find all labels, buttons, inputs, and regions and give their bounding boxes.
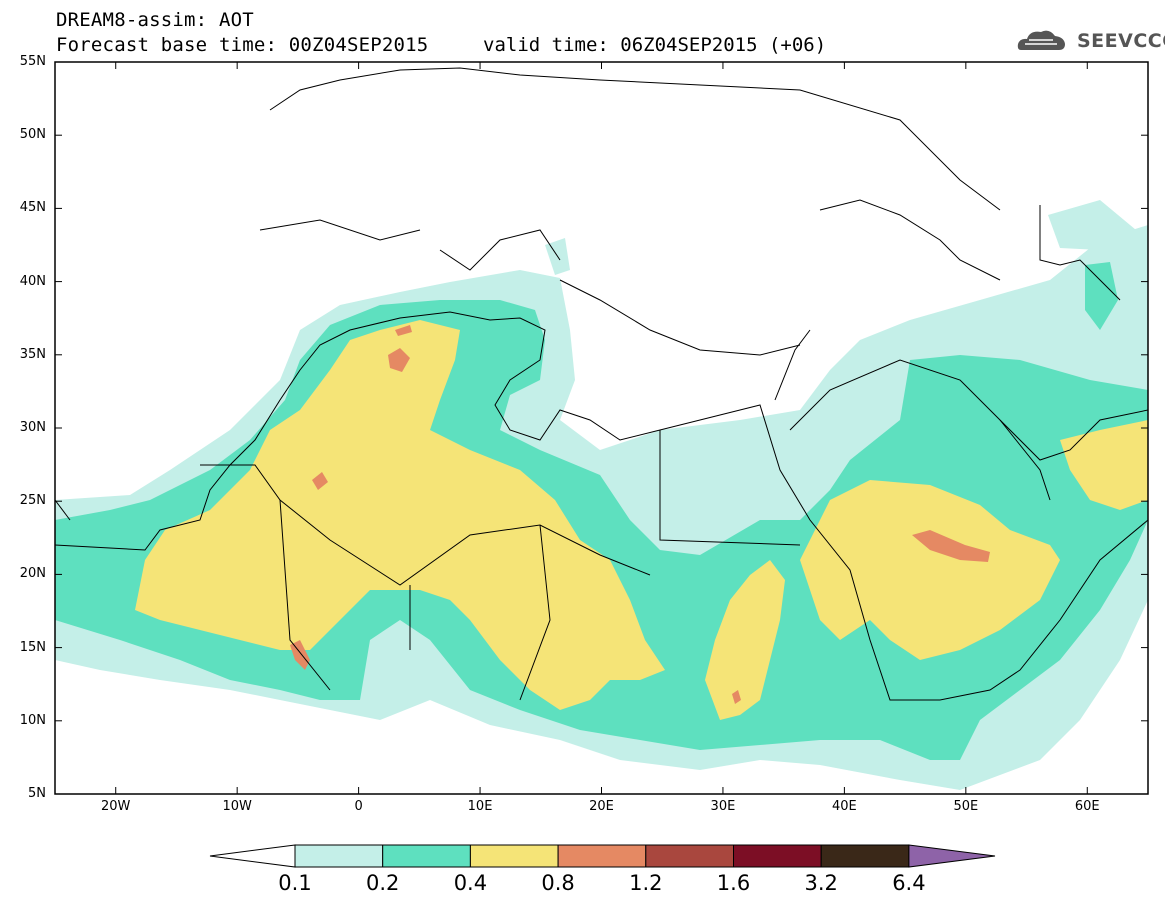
lon-tick-label: 50E: [953, 799, 979, 814]
lat-tick-label: 10N: [19, 712, 46, 728]
axis-ticks: [55, 61, 1148, 795]
colorbar-segment: [645, 844, 734, 868]
aot-level-0.4: [135, 320, 1148, 720]
colorbar-level-label: 0.2: [365, 871, 400, 895]
lon-tick-label: 10W: [222, 799, 252, 814]
colorbar-level-label: 0.8: [541, 871, 575, 895]
valid-time: valid time: 06Z04SEP2015 (+06): [483, 34, 827, 56]
lon-tick-label: 10E: [467, 799, 493, 814]
lat-tick-label: 40N: [19, 273, 46, 289]
colorbar-segment: [294, 844, 384, 868]
lat-tick-label: 5N: [28, 786, 46, 801]
forecast-base-time: Forecast base time: 00Z04SEP2015: [56, 34, 429, 56]
colorbar-level-label: 1.2: [629, 871, 663, 895]
colorbar-segment: [469, 844, 559, 868]
lat-tick-label: 55N: [19, 54, 46, 69]
colorbar-level-label: 3.2: [804, 871, 838, 895]
lat-tick-label: 50N: [19, 127, 46, 143]
lat-tick-label: 45N: [19, 200, 46, 216]
coastlines: [55, 67, 1148, 701]
colorbar-segment: [557, 844, 647, 868]
lon-tick-label: 30E: [710, 799, 736, 814]
lon-tick-label: 0: [354, 799, 363, 814]
lon-tick-label: 20E: [589, 799, 614, 814]
chart-title: DREAM8-assim: AOT: [56, 9, 254, 31]
colorbar-level-label: 6.4: [892, 871, 926, 895]
colorbar-level-label: 0.1: [278, 871, 312, 895]
lat-tick-label: 35N: [19, 346, 46, 362]
colorbar-segment: [820, 844, 910, 868]
lon-tick-label: 60E: [1074, 799, 1100, 814]
logo-text: SEEVCCC: [1077, 30, 1165, 52]
lon-tick-label: 20W: [101, 799, 131, 814]
aot-level-0.8: [290, 325, 990, 704]
lat-tick-label: 15N: [19, 639, 46, 655]
seevccc-logo-icon: [1017, 30, 1065, 50]
colorbar-low-arrow: [209, 844, 296, 868]
lat-tick-label: 20N: [19, 566, 46, 582]
colorbar-level-label: 0.4: [453, 871, 488, 895]
colorbar-segment: [733, 844, 822, 868]
lat-tick-label: 30N: [19, 420, 46, 435]
colorbar-segment: [382, 844, 471, 868]
lat-tick-label: 25N: [19, 493, 46, 509]
lon-tick-label: 40E: [831, 799, 857, 814]
colorbar-level-label: 1.6: [716, 871, 751, 895]
colorbar: [209, 844, 996, 868]
colorbar-high-arrow: [908, 844, 996, 868]
